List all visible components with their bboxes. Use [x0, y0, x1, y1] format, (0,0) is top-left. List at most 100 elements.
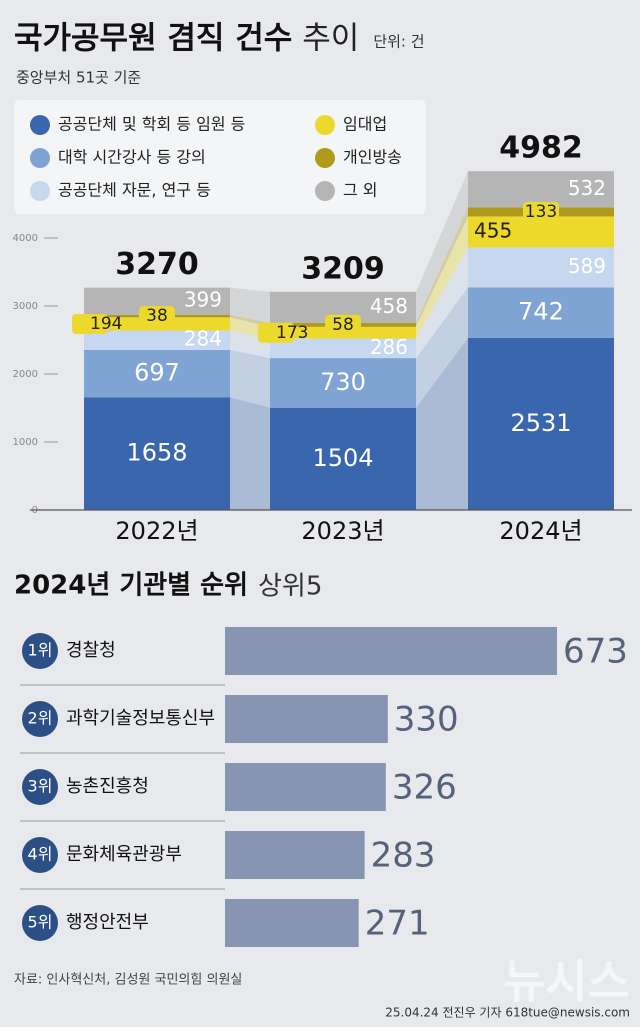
value-label: 697 — [134, 359, 180, 387]
x-tick-label: 2024년 — [499, 517, 582, 545]
value-label: 284 — [184, 327, 222, 351]
bar-segment — [84, 330, 230, 350]
connector — [416, 337, 468, 510]
value-label: 330 — [394, 700, 459, 740]
title: 국가공무원 겸직 건수 — [14, 21, 292, 57]
bar — [225, 899, 359, 947]
bar — [225, 695, 388, 743]
value-label: 271 — [365, 904, 430, 944]
bar-segment — [270, 338, 416, 359]
legend-swatch — [30, 115, 50, 135]
connector — [230, 349, 270, 408]
legend-label: 공공단체 자문, 연구 등 — [58, 181, 211, 200]
total-label: 3209 — [301, 251, 385, 286]
rank-badge — [22, 633, 58, 669]
connector — [416, 247, 468, 359]
watermark: 뉴시스 — [503, 955, 630, 1009]
source: 자료: 인사혁신처, 김성원 국민의힘 의원실 — [14, 973, 242, 988]
value-label: 455 — [474, 218, 512, 242]
value-label: 730 — [320, 368, 366, 396]
value-label: 673 — [563, 632, 628, 672]
total-label: 4982 — [499, 131, 583, 166]
value-label: 399 — [184, 288, 222, 312]
bar-segment — [270, 358, 416, 408]
chart-title: 2024년 기관별 순위 — [14, 571, 248, 601]
value-label: 283 — [371, 836, 436, 876]
value-label: 589 — [568, 254, 606, 278]
bar — [225, 831, 365, 879]
category-label: 경찰청 — [66, 640, 116, 661]
category-label: 과학기술정보통신부 — [66, 708, 215, 729]
value-label: 532 — [568, 176, 606, 200]
value-label: 1658 — [126, 439, 187, 467]
total-label: 3270 — [115, 247, 199, 282]
chart-subtitle: 상위5 — [258, 572, 322, 602]
legend-label: 개인방송 — [343, 148, 402, 167]
rank-label: 2위 — [28, 709, 53, 728]
value-label: 173 — [276, 323, 308, 343]
connector — [416, 171, 468, 323]
credit: 25.04.24 전진우 기자 618tue@newsis.com — [385, 1006, 630, 1020]
rank-badge — [22, 769, 58, 805]
bar-segment — [468, 337, 614, 510]
rank-label: 4위 — [28, 845, 53, 864]
value-label: 58 — [332, 315, 354, 335]
value-label: 326 — [392, 768, 457, 808]
connector — [230, 397, 270, 510]
rank-label: 5위 — [28, 913, 53, 932]
value-label-box — [139, 306, 175, 327]
rank-badge — [22, 837, 58, 873]
bar-segment — [84, 397, 230, 510]
legend-label: 대학 시간강사 등 강의 — [58, 148, 206, 167]
legend-swatch — [30, 148, 50, 168]
legend-swatch — [315, 148, 335, 168]
value-label-box — [325, 314, 361, 335]
value-label: 286 — [370, 335, 408, 359]
y-tick-label: 1000 — [13, 437, 38, 448]
value-label: 458 — [370, 294, 408, 318]
bar-segment — [468, 247, 614, 288]
legend-label: 공공단체 및 학회 등 임원 등 — [58, 115, 245, 134]
title-suffix: 추이 — [302, 21, 359, 57]
unit: 단위: 건 — [373, 33, 424, 51]
value-label: 1504 — [312, 444, 373, 472]
bar-segment — [270, 407, 416, 510]
connector — [416, 207, 468, 327]
subtitle: 중앙부처 51곳 기준 — [16, 69, 141, 87]
y-tick-label: 4000 — [13, 233, 38, 244]
category-label: 행정안전부 — [66, 912, 149, 933]
legend-swatch — [30, 181, 50, 201]
bar-segment — [468, 171, 614, 208]
value-label-box — [523, 201, 559, 222]
category-label: 농촌진흥청 — [66, 776, 149, 797]
connector — [416, 287, 468, 408]
rank-label: 1위 — [28, 641, 53, 660]
connector — [416, 216, 468, 339]
rank-badge — [22, 905, 58, 941]
y-tick-label: 2000 — [13, 369, 38, 380]
x-tick-label: 2022년 — [115, 517, 198, 545]
connector — [230, 287, 270, 323]
bar-segment — [468, 287, 614, 338]
value-label-box — [72, 313, 108, 334]
value-label: 194 — [90, 314, 122, 334]
bar — [225, 627, 557, 675]
x-tick-label: 2023년 — [301, 517, 384, 545]
value-label: 133 — [525, 202, 557, 222]
legend-label: 그 외 — [343, 181, 378, 200]
legend-swatch — [315, 181, 335, 201]
legend-label: 임대업 — [343, 115, 387, 134]
bar — [225, 763, 386, 811]
y-tick-label: 3000 — [13, 301, 38, 312]
value-label: 742 — [518, 298, 564, 326]
legend-swatch — [315, 115, 335, 135]
bar-segment — [84, 349, 230, 398]
rank-label: 3위 — [28, 777, 53, 796]
rank-badge — [22, 701, 58, 737]
value-label: 2531 — [510, 409, 571, 437]
category-label: 문화체육관광부 — [66, 844, 182, 865]
value-label: 38 — [146, 306, 168, 326]
value-label-box — [258, 322, 294, 343]
